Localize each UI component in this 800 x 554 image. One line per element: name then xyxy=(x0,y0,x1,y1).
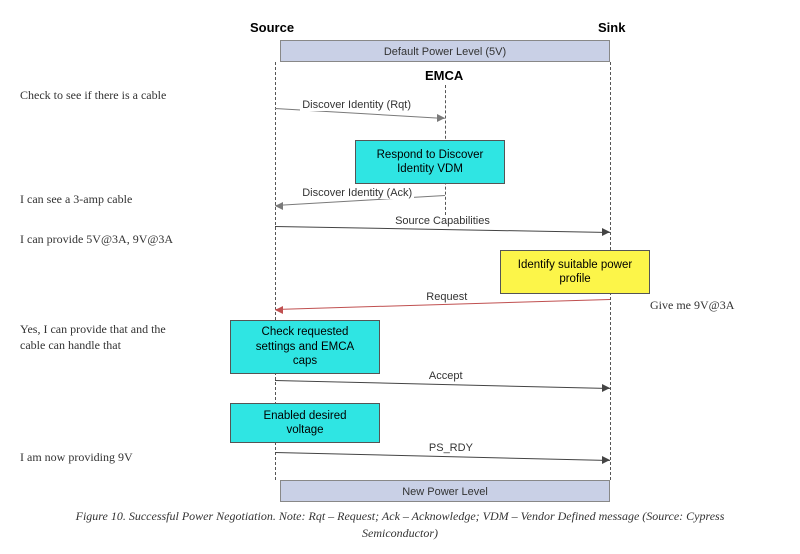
header-emca: EMCA xyxy=(425,68,463,83)
box-check-settings: Check requested settings and EMCA caps xyxy=(230,320,380,374)
header-sink: Sink xyxy=(598,20,625,35)
note-give-9v: Give me 9V@3A xyxy=(650,298,734,314)
arrow-m3 xyxy=(275,226,610,233)
bar-new-power: New Power Level xyxy=(280,480,610,502)
note-providing-9v: I am now providing 9V xyxy=(20,450,133,466)
arrowhead-m5 xyxy=(602,384,610,392)
msg-label-m2: Discover Identity (Ack) xyxy=(300,187,414,199)
msg-label-m4: Request xyxy=(424,291,469,303)
header-source: Source xyxy=(250,20,294,35)
box-respond-discover: Respond to Discover Identity VDM xyxy=(355,140,505,184)
msg-label-m5: Accept xyxy=(427,370,465,382)
box-identify-profile: Identify suitable power profile xyxy=(500,250,650,294)
arrowhead-m4 xyxy=(275,306,283,314)
note-can-provide: Yes, I can provide that and the cable ca… xyxy=(20,322,220,353)
msg-label-m6: PS_RDY xyxy=(427,442,475,454)
arrowhead-m1 xyxy=(437,114,445,122)
figure-caption: Figure 10. Successful Power Negotiation.… xyxy=(0,508,800,543)
msg-label-m1: Discover Identity (Rqt) xyxy=(300,99,413,111)
msg-label-m3: Source Capabilities xyxy=(393,215,492,227)
note-check-cable: Check to see if there is a cable xyxy=(20,88,166,104)
bar-default-power: Default Power Level (5V) xyxy=(280,40,610,62)
arrowhead-m2 xyxy=(275,202,283,210)
note-capabilities: I can provide 5V@3A, 9V@3A xyxy=(20,232,173,248)
box-enable-voltage: Enabled desired voltage xyxy=(230,403,380,443)
note-3amp: I can see a 3-amp cable xyxy=(20,192,132,208)
arrowhead-m3 xyxy=(602,228,610,236)
sequence-diagram: Source Sink EMCA Default Power Level (5V… xyxy=(0,0,800,554)
arrowhead-m6 xyxy=(602,456,610,464)
